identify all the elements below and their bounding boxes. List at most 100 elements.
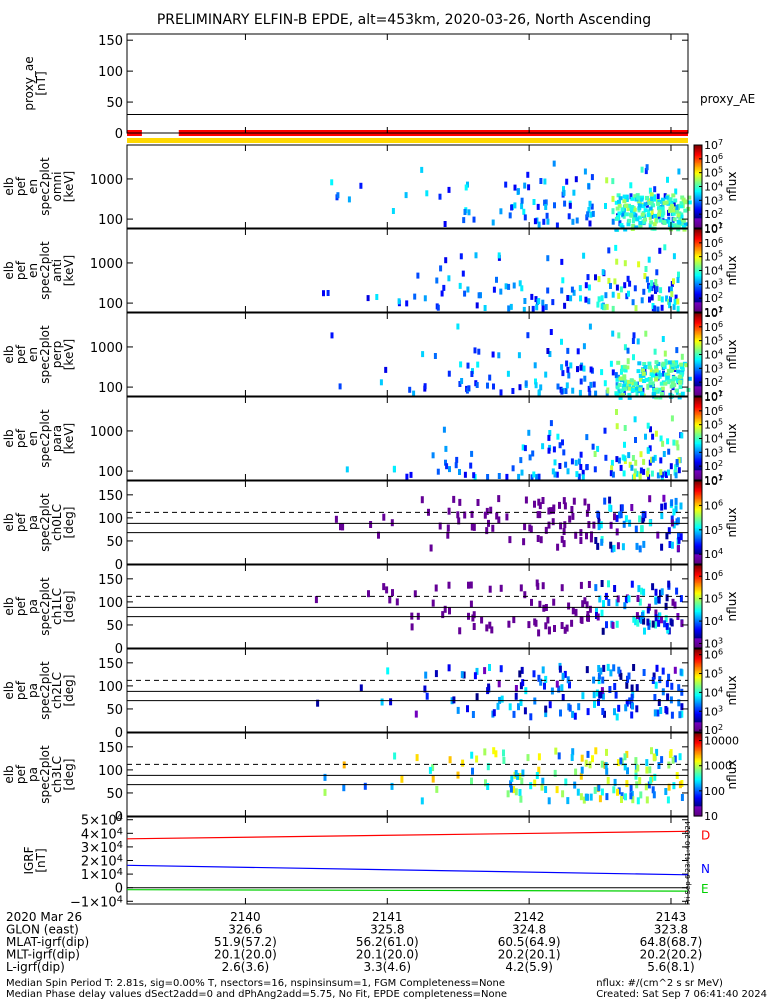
colorbar-cell <box>694 453 702 456</box>
spectrogram-cell <box>314 596 318 604</box>
spectrogram-cell <box>653 305 657 312</box>
spectrogram-cell <box>668 751 672 759</box>
spectrogram-cell <box>679 533 683 541</box>
colorbar-cell <box>694 712 702 715</box>
spectrogram-cell <box>583 498 587 506</box>
spectrogram-cell <box>626 275 630 282</box>
spectrogram-cell <box>648 222 652 229</box>
spectrogram-cell <box>598 795 602 803</box>
colorbar-tick-label: 104 <box>704 547 723 561</box>
spectrogram-cell <box>572 189 576 196</box>
spectrogram-cell <box>661 361 666 366</box>
spectrogram-cell <box>585 666 589 674</box>
colorbar-cell <box>694 649 702 651</box>
colorbar-cell <box>694 757 702 760</box>
colorbar-cell <box>694 571 702 574</box>
spectrogram-cell <box>645 164 649 171</box>
spectrogram-cell <box>627 392 632 397</box>
spectrogram-cell <box>659 287 663 294</box>
spectrogram-cell <box>530 598 533 606</box>
spectrogram-cell <box>667 761 671 769</box>
colorbar-cell <box>694 430 702 433</box>
spectrogram-cell <box>531 450 535 457</box>
spectrogram-cell <box>620 367 625 372</box>
colorbar-cell <box>694 180 702 183</box>
spectrogram-cell <box>626 222 631 227</box>
colorbar-cell <box>694 500 702 503</box>
spectrogram-cell <box>529 782 533 790</box>
spectrogram-cell <box>678 753 682 761</box>
annot-row-value: 326.6 <box>228 923 262 937</box>
spectrogram-cell <box>627 672 631 680</box>
spectrogram-cell <box>677 457 681 464</box>
spectrogram-cell <box>499 389 503 396</box>
colorbar-cell <box>694 153 702 156</box>
spectrogram-cell <box>316 699 320 707</box>
spectrogram-cell <box>624 793 627 801</box>
spectrogram-cell <box>470 450 474 457</box>
spectrogram-cell <box>557 752 561 760</box>
spectrogram-cell <box>665 295 669 302</box>
spectrogram-cell <box>636 199 641 204</box>
spectrogram-cell <box>549 329 553 335</box>
spectrogram-cell <box>606 663 610 671</box>
colorbar-cell <box>694 522 702 525</box>
spectrogram-cell <box>621 454 625 461</box>
colorbar-tick-label: 105 <box>704 523 723 537</box>
spectrogram-cell <box>518 773 522 780</box>
colorbar-cell <box>694 511 702 514</box>
spectrogram-cell <box>488 621 492 629</box>
spectrogram-cell <box>492 709 496 717</box>
spectrogram-cell <box>630 693 634 701</box>
spectrogram-cell <box>679 214 684 219</box>
colorbar-cell <box>694 720 702 723</box>
spectrogram-cell <box>613 778 617 786</box>
spectrogram-cell <box>587 503 591 511</box>
colorbar-cell <box>694 162 702 165</box>
colorbar-cell <box>694 294 702 296</box>
ytick-label: 50 <box>106 703 123 718</box>
spectrogram-cell <box>439 265 443 272</box>
spectrogram-cell <box>666 380 671 385</box>
colorbar-cell <box>694 655 702 658</box>
spectrogram-cell <box>663 381 668 386</box>
colorbar-cell <box>694 784 702 787</box>
colorbar-cell <box>694 664 702 667</box>
colorbar-cell <box>694 551 702 554</box>
spectrogram-cell <box>612 544 616 552</box>
spectrogram-cell <box>643 208 648 213</box>
colorbar-cell <box>694 322 702 325</box>
spectrogram-cell <box>608 686 612 693</box>
spectrogram-cell <box>627 386 632 391</box>
colorbar-cell <box>694 617 702 620</box>
spectrogram-cell <box>655 269 659 276</box>
spectrogram-cell <box>560 287 564 294</box>
spectrogram-cell <box>677 536 681 544</box>
colorbar-cell <box>694 773 702 776</box>
colorbar-cell <box>694 457 702 460</box>
colorbar-tick-label: 104 <box>704 348 723 362</box>
spectrogram-cell <box>555 786 559 794</box>
spectrogram-cell <box>618 391 622 396</box>
spectrogram-cell <box>579 295 582 302</box>
spectrogram-cell <box>469 462 473 469</box>
spectrogram-cell <box>424 671 428 679</box>
ylabel-en_omni: pef <box>14 176 28 196</box>
spectrogram-cell <box>471 711 475 718</box>
spectrogram-cell <box>659 589 662 597</box>
colorbar-cell <box>694 592 702 595</box>
spectrogram-cell <box>615 258 619 265</box>
colorbar-cell <box>694 671 702 674</box>
igrf-legend-D: D <box>701 828 710 842</box>
spectrogram-cell <box>490 626 494 634</box>
spectrogram-cell <box>667 527 671 535</box>
colorbar-cell <box>694 357 702 360</box>
spectrogram-cell <box>623 425 627 431</box>
colorbar-cell <box>694 614 702 617</box>
ylabel-en_anti: en <box>26 263 40 278</box>
spectrogram-cell <box>641 220 646 225</box>
spectrogram-cell <box>528 454 532 461</box>
spectrogram-cell <box>557 685 561 693</box>
colorbar-tick-label: 105 <box>704 592 723 606</box>
colorbar-cell <box>694 269 702 272</box>
